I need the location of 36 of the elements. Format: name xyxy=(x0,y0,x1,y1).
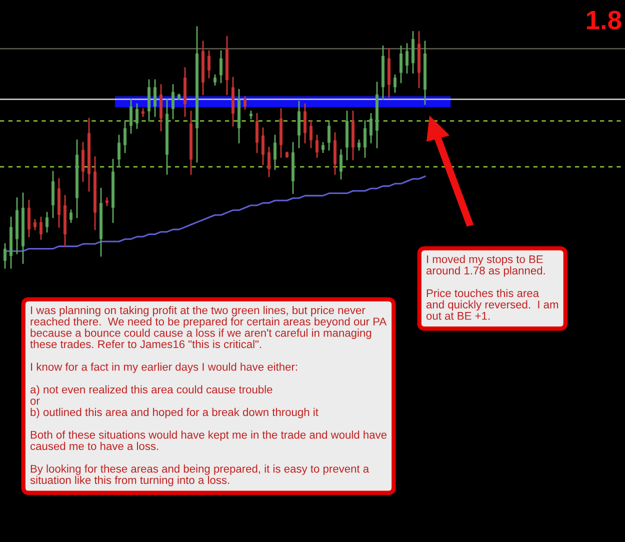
annotation: I moved my stops to BE around 1.78 as planned. Price touches this area and quickly reversed. I am out at BE +1. xyxy=(426,255,558,320)
candlestick xyxy=(274,134,276,170)
candlestick xyxy=(358,140,360,151)
candlestick xyxy=(130,98,132,134)
text: 1.8 xyxy=(586,10,622,30)
candlestick xyxy=(46,212,48,233)
candlestick xyxy=(364,120,366,158)
candlestick xyxy=(370,113,372,144)
candlestick xyxy=(394,74,396,93)
candlestick xyxy=(244,96,246,110)
candlestick xyxy=(262,128,264,166)
candlestick xyxy=(406,43,408,74)
candlestick xyxy=(400,46,402,84)
candlestick xyxy=(28,200,30,238)
candlestick xyxy=(70,209,72,223)
candlestick xyxy=(136,103,138,129)
candlestick xyxy=(328,120,330,151)
candlestick xyxy=(4,243,6,269)
candlestick xyxy=(118,134,120,168)
candlestick xyxy=(172,84,174,120)
candlestick xyxy=(34,219,36,230)
candlestick xyxy=(214,74,216,86)
candlestick xyxy=(304,103,306,144)
candlestick xyxy=(340,149,342,180)
candlestick xyxy=(256,113,258,154)
candlestick xyxy=(40,216,42,240)
text: I was planning on taking profit at the two green lines, but price never reached there. We need to be prepared for certain areas beyond our PA because a bounce could cause a loss if we aren't careful in managing these trades. Refer to James16 "this is critical". I know for a fact in my earlier days I would have either: a) not even realized this area could cause trouble or b) outlined this area and hoped for a break down through it Both of these situations would have kept me in the trade and would have caused me to have a loss. By looking for these areas and being prepared, it is easy to prevent a situation like this from turning into a loss. xyxy=(30,306,387,486)
candlestick xyxy=(208,50,210,78)
candlestick xyxy=(310,120,312,148)
candlestick xyxy=(124,120,126,154)
candlestick xyxy=(268,146,270,178)
candlestick xyxy=(220,50,222,84)
candlestick xyxy=(82,142,84,182)
candlestick xyxy=(322,142,324,154)
candlestick xyxy=(316,134,318,158)
candlestick xyxy=(154,79,156,117)
